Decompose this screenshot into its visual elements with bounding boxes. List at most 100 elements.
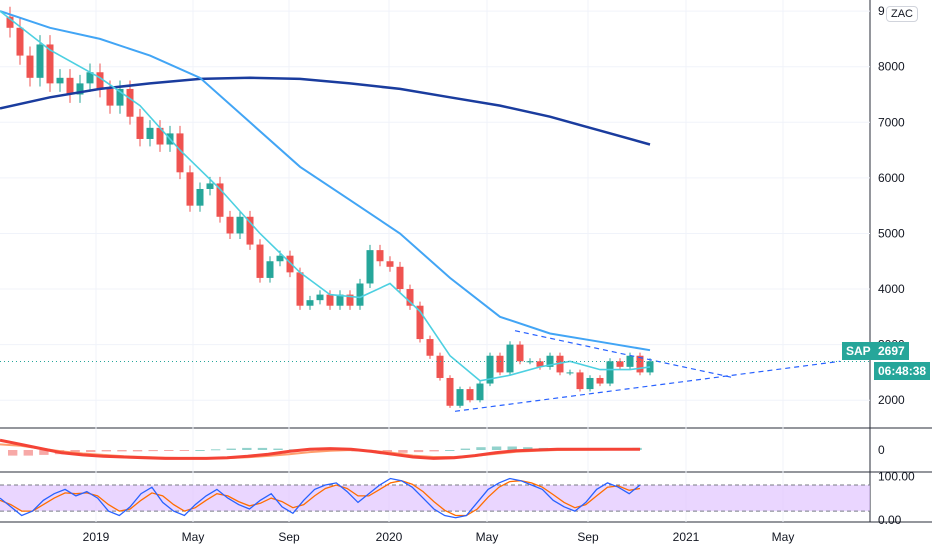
trendline xyxy=(514,330,736,379)
candle-body xyxy=(506,344,514,373)
y-tick-label: 5000 xyxy=(878,226,905,240)
macd-histogram-bar xyxy=(210,449,221,451)
x-tick-label: 2021 xyxy=(673,530,700,544)
candle-body xyxy=(236,216,244,234)
candle-body xyxy=(376,250,384,262)
candle-body xyxy=(596,377,604,384)
macd-histogram-bar xyxy=(23,450,33,456)
candle-body xyxy=(326,294,334,306)
candle-body xyxy=(496,355,504,373)
x-tick-label: May xyxy=(476,530,499,544)
candle-body xyxy=(516,344,524,362)
candle-body xyxy=(306,300,314,306)
x-tick-label: Sep xyxy=(278,530,300,544)
candle-body xyxy=(186,172,194,206)
y-tick-label: 7000 xyxy=(878,115,905,129)
candle-body xyxy=(356,283,364,306)
candle-body xyxy=(446,377,454,406)
macd-histogram-bar xyxy=(257,447,268,450)
price-badge: 2697 xyxy=(874,342,909,360)
y-tick-label: 4000 xyxy=(878,282,905,296)
last-price-label: 2697 xyxy=(878,344,905,358)
macd-histogram-bar xyxy=(226,448,236,450)
candle-body xyxy=(546,355,554,367)
macd-histogram-bar xyxy=(476,447,486,450)
currency-badge[interactable]: ZAC xyxy=(886,6,918,22)
candle-body xyxy=(156,127,164,145)
candle-body xyxy=(6,16,14,28)
countdown-label: 06:48:38 xyxy=(878,364,927,378)
candle-body xyxy=(136,116,144,139)
macd-histogram-bar xyxy=(242,447,252,450)
candle-body xyxy=(646,361,654,373)
price-pane[interactable] xyxy=(0,6,870,412)
y-tick-label: 2000 xyxy=(878,393,905,407)
candle-body xyxy=(16,27,24,56)
candle-body xyxy=(336,294,344,306)
countdown-badge: 06:48:38 xyxy=(874,362,931,380)
macd-histogram-bar xyxy=(86,450,96,453)
candle-body xyxy=(626,355,634,367)
macd-histogram-bar xyxy=(132,450,143,452)
candle-body xyxy=(456,389,464,406)
x-tick-label: 2019 xyxy=(83,530,110,544)
macd-histogram-bar xyxy=(429,450,439,452)
macd-histogram-bar xyxy=(398,450,408,453)
stoch-k-line xyxy=(0,477,641,519)
macd-histogram-bar xyxy=(101,450,112,452)
candle-body xyxy=(586,377,594,390)
candle-body xyxy=(406,289,414,306)
macd-histogram-bar xyxy=(273,448,283,450)
macd-histogram-bar xyxy=(148,450,158,452)
candle-body xyxy=(146,127,154,139)
macd-histogram-bar xyxy=(195,450,205,451)
x-tick-label: May xyxy=(182,530,205,544)
x-tick-label: Sep xyxy=(577,530,599,544)
candle-body xyxy=(466,389,474,401)
y-tick-label: 9 xyxy=(878,4,885,18)
macd-histogram-bar xyxy=(491,446,502,450)
macd-histogram-bar xyxy=(460,448,471,450)
candle-body xyxy=(346,294,354,306)
candle-body xyxy=(296,272,304,306)
candle-body xyxy=(276,255,284,262)
stoch-tick-100: 100.00 xyxy=(878,469,915,483)
candle-body xyxy=(226,216,234,234)
macd-zero-tick: 0 xyxy=(878,443,885,457)
y-tick-label: 8000 xyxy=(878,60,905,74)
x-tick-label: May xyxy=(772,530,795,544)
candle-body xyxy=(56,77,64,84)
symbol-label: SAP xyxy=(846,344,871,358)
candle-body xyxy=(386,261,394,267)
ma-fast-line xyxy=(0,10,651,382)
grid-layer xyxy=(0,0,932,523)
stochastic-pane[interactable] xyxy=(0,477,870,519)
candle-body xyxy=(616,361,624,367)
candle-body xyxy=(576,372,584,390)
macd-histogram-bar xyxy=(8,450,18,456)
candle-body xyxy=(246,216,254,245)
candle-body xyxy=(266,261,274,278)
macd-pane[interactable] xyxy=(0,438,642,460)
candle-body xyxy=(436,355,444,378)
stoch-tick-0: 0.00 xyxy=(878,513,902,527)
candle-body xyxy=(476,383,484,401)
axis-layer: 2019MaySep2020MaySep2021May2000300040005… xyxy=(83,4,915,544)
symbol-badge: SAP xyxy=(842,342,875,360)
macd-histogram-bar xyxy=(507,446,517,450)
candle-body xyxy=(96,72,104,89)
macd-histogram-bar xyxy=(179,450,190,451)
candle-body xyxy=(416,305,424,340)
ma-mid-line xyxy=(0,10,651,352)
candle-body xyxy=(536,361,544,367)
candle-body xyxy=(46,44,54,84)
candle-body xyxy=(366,250,374,284)
candle-body xyxy=(26,55,34,78)
trendline xyxy=(454,360,841,412)
candle-body xyxy=(316,294,324,301)
y-tick-label: 6000 xyxy=(878,171,905,185)
candle-body xyxy=(76,83,84,95)
ma-slow-line xyxy=(0,76,651,146)
macd-histogram-bar xyxy=(117,450,127,452)
